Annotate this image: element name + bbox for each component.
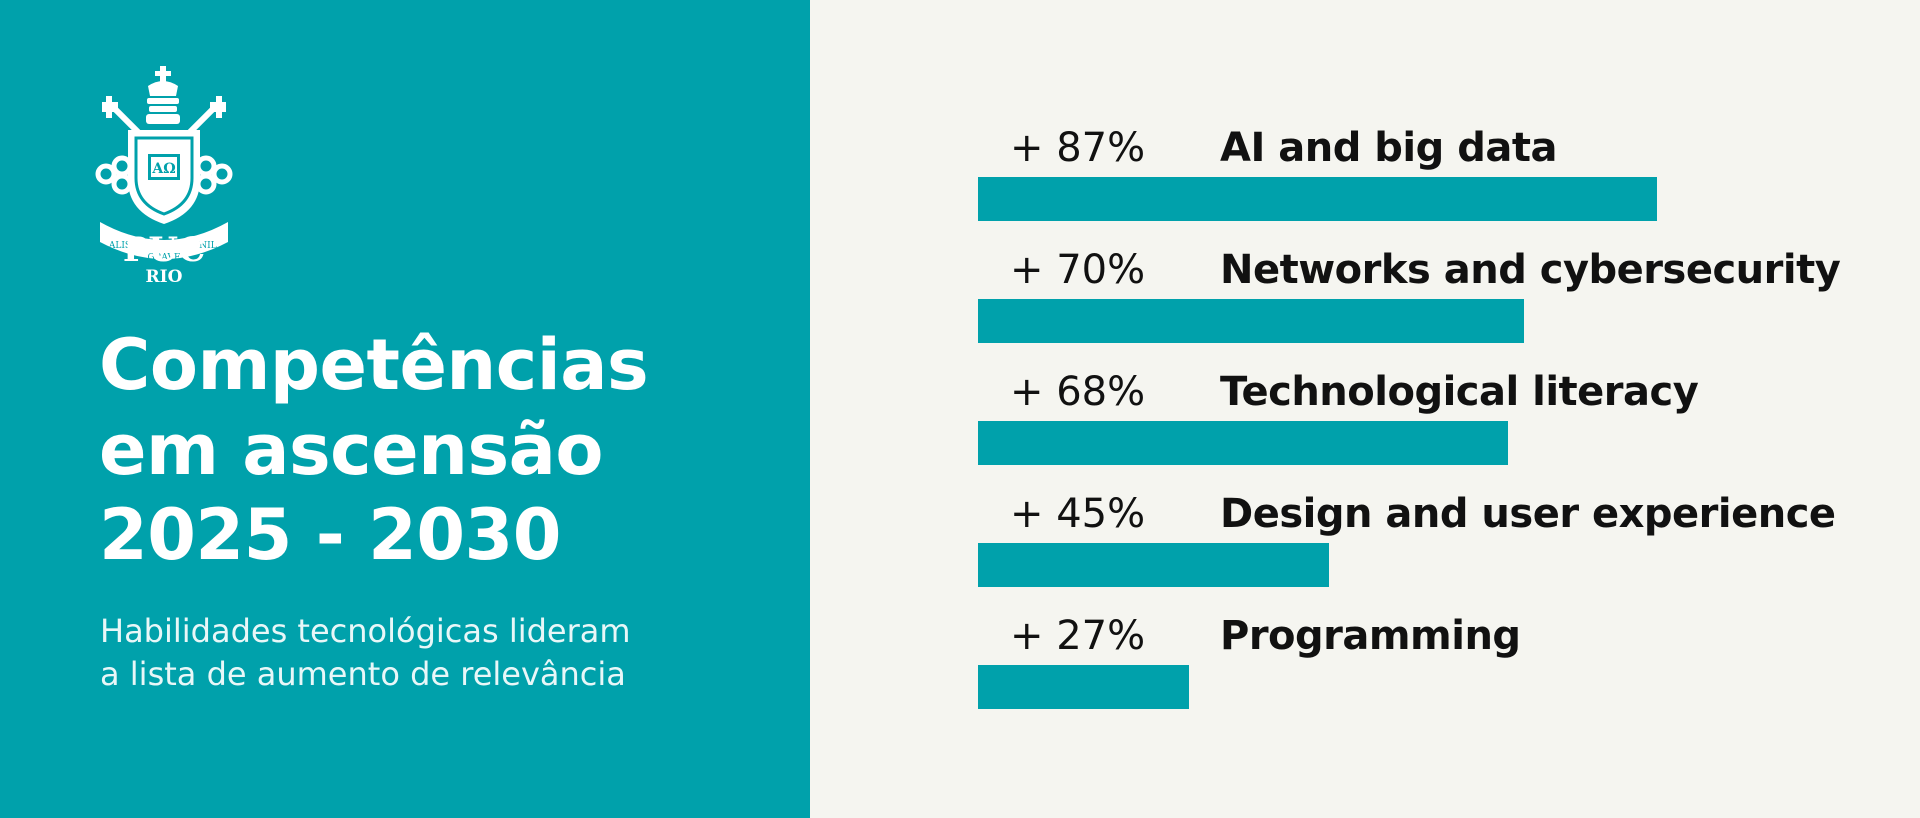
bar	[978, 543, 1329, 587]
bar-category-label: Design and user experience	[1220, 491, 1836, 537]
bar	[978, 299, 1524, 343]
bar-category-label: Programming	[1220, 613, 1521, 659]
bar-value-label: + 27%	[1010, 613, 1146, 659]
motto-word-2: GRAVE	[147, 253, 180, 263]
bar-row: + 87% AI and big data	[810, 124, 1920, 239]
bar-row: + 45% Design and user experience	[810, 490, 1920, 605]
motto-word-1: ALIS	[108, 241, 131, 251]
chart-panel: + 87% AI and big data + 70% Networks and cy…	[810, 0, 1920, 818]
subtitle-line-1: Habilidades tecnológicas lideram	[100, 612, 631, 650]
bar-value-label: + 45%	[1010, 491, 1146, 537]
bar	[978, 177, 1657, 221]
bar-category-label: Networks and cybersecurity	[1220, 247, 1841, 293]
bar-row: + 70% Networks and cybersecurity	[810, 246, 1920, 361]
headline-line-2: em ascensão	[99, 409, 603, 491]
headline-line-3: 2025 - 2030	[99, 494, 561, 576]
shield-letters: AΩ	[151, 161, 175, 177]
headline-panel: AΩ ALIS GRAVE NIL PUC RIO Competências e…	[0, 0, 810, 818]
subtitle-line-2: a lista de aumento de relevância	[100, 655, 626, 693]
headline-subtitle: Habilidades tecnológicas lideram a lista…	[100, 610, 631, 696]
bar-category-label: AI and big data	[1220, 125, 1557, 171]
bar	[978, 665, 1189, 709]
bar-category-label: Technological literacy	[1220, 369, 1699, 415]
bar-row: + 27% Programming	[810, 612, 1920, 727]
headline-line-1: Competências	[99, 324, 649, 406]
bar	[978, 421, 1508, 465]
puc-rio-wordmark: PUC RIO	[92, 232, 236, 286]
bar-value-label: + 70%	[1010, 247, 1146, 293]
bar-chart: + 87% AI and big data + 70% Networks and cy…	[810, 0, 1920, 818]
bar-row: + 68% Technological literacy	[810, 368, 1920, 483]
bar-value-label: + 68%	[1010, 369, 1146, 415]
wordmark-name: PUC	[122, 230, 206, 270]
wordmark-sub: RIO	[145, 267, 183, 287]
motto-word-3: NIL	[199, 241, 216, 251]
headline-title: Competências em ascensão 2025 - 2030	[99, 323, 649, 578]
bar-value-label: + 87%	[1010, 125, 1146, 171]
puc-rio-crest-logo: AΩ ALIS GRAVE NIL	[95, 66, 233, 263]
